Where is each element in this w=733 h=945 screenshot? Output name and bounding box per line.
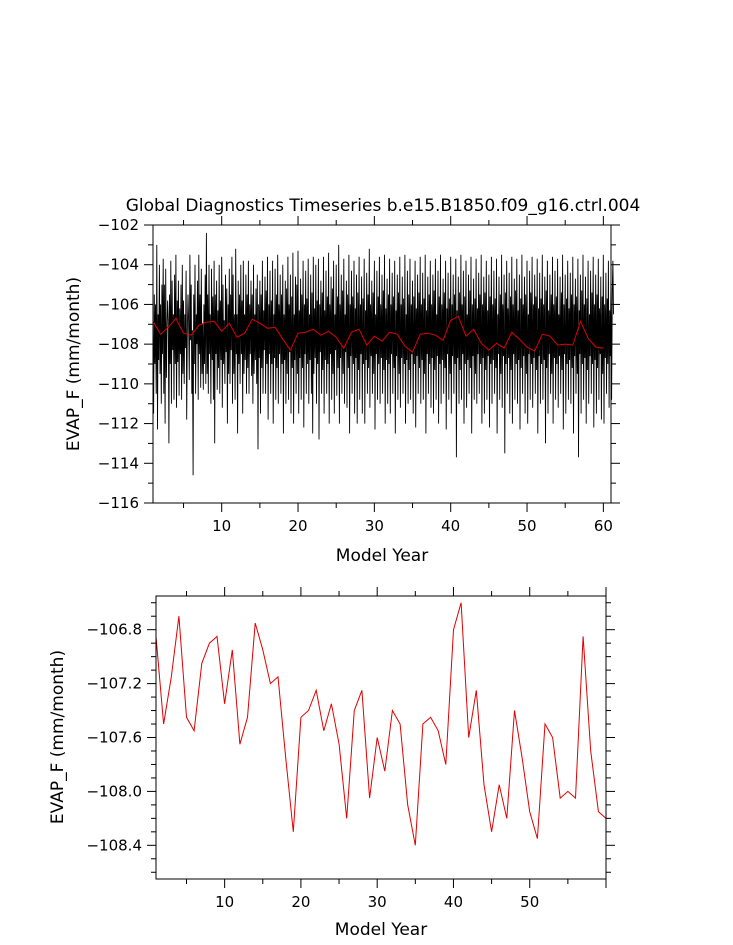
y-tick-label: −112 — [98, 415, 139, 433]
series-line — [155, 602, 607, 846]
x-tick-label: 30 — [368, 893, 387, 911]
x-tick-label: 50 — [520, 893, 539, 911]
y-tick-label: −107.6 — [86, 729, 142, 747]
y-tick-label: −102 — [98, 216, 139, 234]
y-tick-label: −106.8 — [86, 621, 142, 639]
x-tick-label: 50 — [517, 517, 536, 535]
chart-title: Global Diagnostics Timeseries b.e15.B185… — [126, 196, 641, 216]
y-tick-label: −106 — [98, 295, 139, 313]
series-line — [152, 315, 604, 353]
y-axis-label: EVAP_F (mm/month) — [64, 277, 84, 451]
y-tick-label: −108.4 — [86, 836, 142, 854]
chart-bottom: 10 20 30 40 50 −108.4 −108.0 −107.6 −107.2 −106.8… — [48, 587, 615, 940]
y-tick-label: −104 — [98, 256, 139, 274]
x-tick-label: 10 — [215, 893, 234, 911]
y-tick-label: −108 — [98, 335, 139, 353]
x-tick-label: 20 — [291, 893, 310, 911]
series-line — [152, 232, 614, 476]
y-tick-label: −108.0 — [86, 782, 142, 800]
x-tick-label: 30 — [365, 517, 384, 535]
plot-frame — [155, 595, 607, 880]
y-axis-label: EVAP_F (mm/month) — [48, 650, 68, 824]
x-axis-label: Model Year — [336, 546, 428, 566]
x-tick-label: 40 — [444, 893, 463, 911]
x-tick-label: 40 — [441, 517, 460, 535]
x-tick-label: 10 — [212, 517, 231, 535]
y-tick-label: −110 — [98, 375, 139, 393]
x-tick-label: 60 — [594, 517, 613, 535]
y-tick-label: −116 — [98, 494, 139, 512]
chart-top: Global Diagnostics Timeseries b.e15.B185… — [64, 196, 640, 566]
y-tick-label: −107.2 — [86, 675, 142, 693]
y-tick-label: −114 — [98, 454, 139, 472]
x-tick-label: 20 — [288, 517, 307, 535]
x-axis-label: Model Year — [335, 920, 427, 940]
